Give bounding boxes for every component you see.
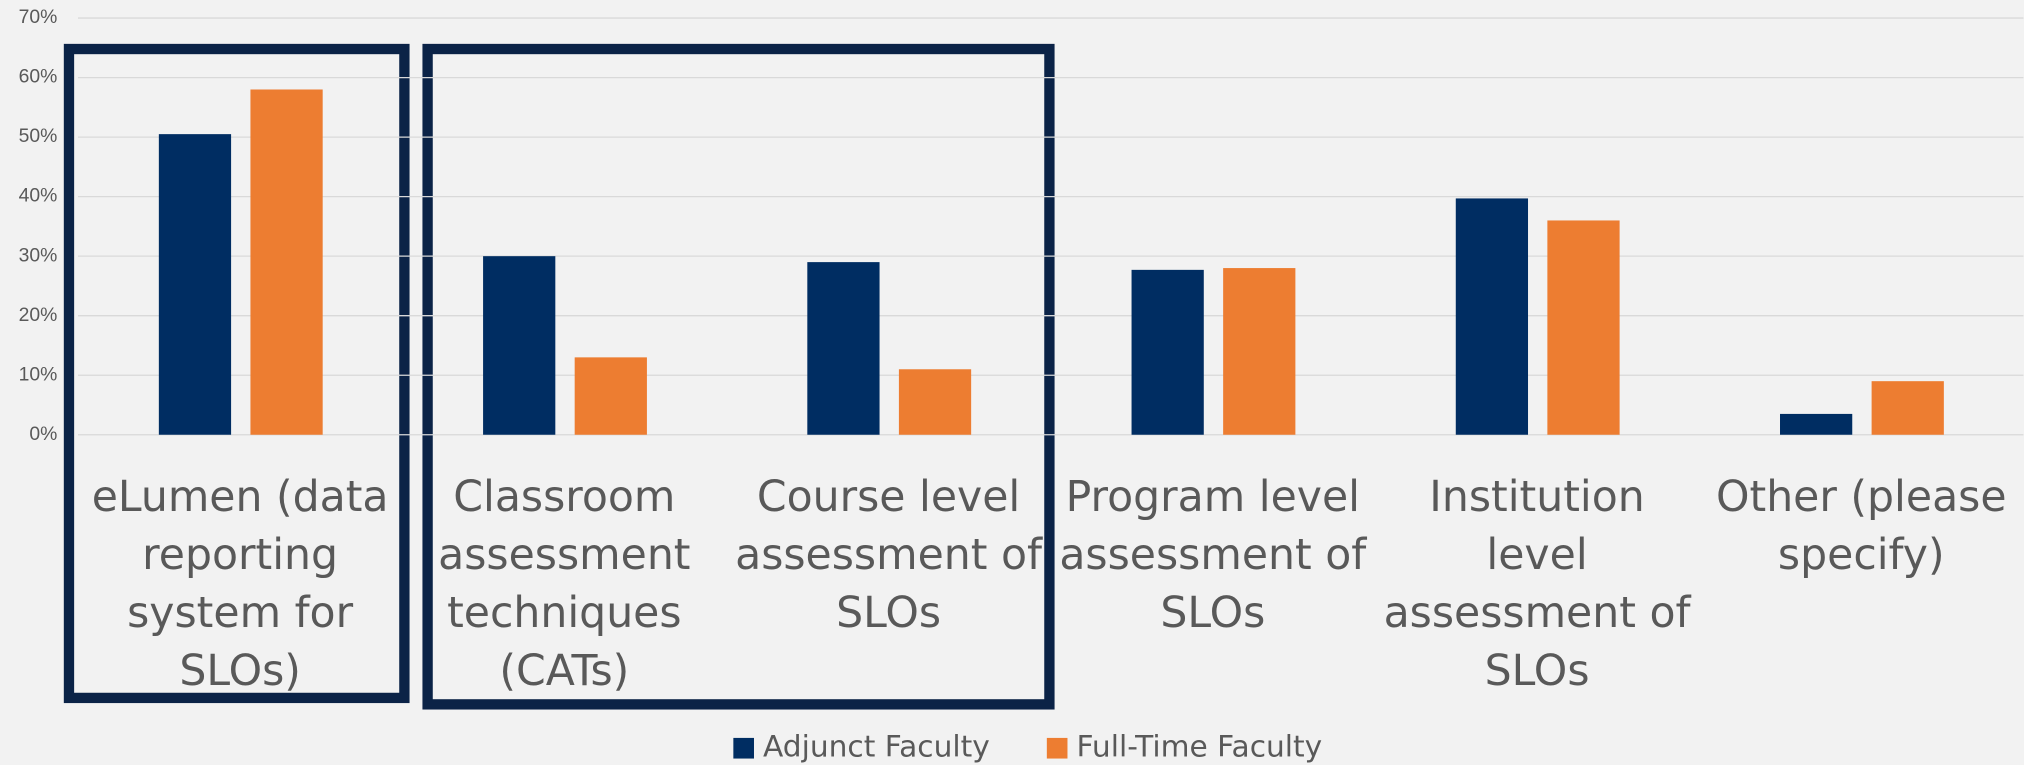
legend-swatch: [733, 737, 754, 759]
x-label-box: Other (please specify): [1716, 470, 2007, 580]
x-label-box: Institution level assessment of SLOs: [1383, 470, 1691, 696]
bar: [250, 89, 323, 435]
bar: [1547, 220, 1620, 435]
highlight-box: [422, 43, 1055, 710]
bar: [1223, 268, 1296, 435]
y-tick-label: 20%: [19, 304, 58, 326]
x-tick-label: Course level assessment of SLOs: [735, 470, 1043, 638]
x-label-box: Program level assessment of SLOs: [1059, 470, 1367, 638]
x-tick-label: Institution level assessment of SLOs: [1383, 470, 1691, 696]
y-tick-label: 60%: [19, 66, 58, 88]
bar: [483, 256, 556, 435]
y-tick-label: 70%: [19, 6, 58, 28]
x-label-box: Classroom assessment techniques (CATs): [438, 470, 691, 696]
x-label-box: eLumen (data reporting system for SLOs): [91, 470, 389, 696]
highlight-box: [63, 43, 410, 704]
bar: [1455, 198, 1529, 435]
x-tick-label: eLumen (data reporting system for SLOs): [91, 470, 389, 696]
bar: [574, 357, 647, 435]
legend: Adjunct Faculty Full-Time Faculty: [733, 729, 1322, 764]
legend-label: Full-Time Faculty: [1077, 729, 1323, 764]
bar: [1780, 413, 1853, 435]
y-tick-label: 0%: [29, 423, 57, 445]
bar: [158, 134, 232, 435]
y-tick-label: 50%: [19, 125, 58, 147]
legend-label: Adjunct Faculty: [763, 729, 990, 764]
y-tick-label: 40%: [19, 185, 58, 207]
bar: [898, 369, 972, 435]
bar: [807, 262, 880, 435]
legend-swatch: [1046, 737, 1068, 759]
bar: [1131, 269, 1204, 435]
y-tick-label: 10%: [19, 363, 58, 385]
bar: [1871, 381, 1944, 435]
x-tick-label: Classroom assessment techniques (CATs): [438, 470, 691, 696]
x-tick-label: Program level assessment of SLOs: [1059, 470, 1367, 638]
x-tick-label: Other (please specify): [1716, 470, 2007, 580]
y-tick-label: 30%: [19, 244, 58, 266]
x-label-box: Course level assessment of SLOs: [735, 470, 1043, 638]
